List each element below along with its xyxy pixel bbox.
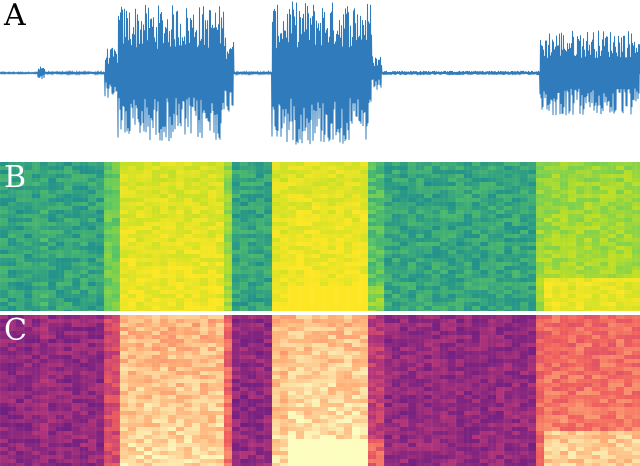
- waveform-plot: [0, 1, 640, 145]
- spectrogram-cells: [0, 162, 640, 311]
- panel-label-b: B: [4, 160, 27, 195]
- viridis-spectrogram-panel: B: [0, 162, 640, 311]
- magma-spectrogram-panel: C: [0, 315, 640, 466]
- waveform-panel: A: [0, 0, 640, 158]
- spectrogram-viridis: [0, 162, 640, 311]
- waveform-trace: [0, 1, 640, 145]
- spectrogram-magma: [0, 315, 640, 466]
- panel-label-a: A: [4, 0, 26, 33]
- spectrogram-cells: [0, 315, 640, 466]
- spectrogram-gridlines: [0, 315, 637, 466]
- panel-label-c: C: [4, 313, 27, 348]
- spectrogram-gridlines: [0, 162, 637, 311]
